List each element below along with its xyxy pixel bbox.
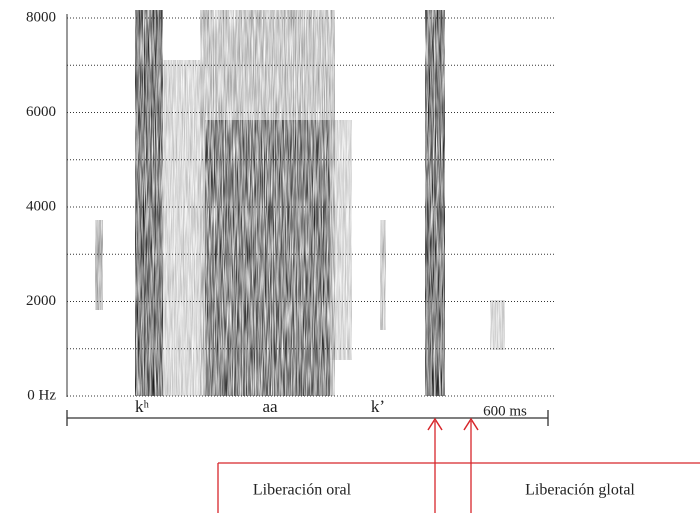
figure: Liberación oral Liberación glotal 0 Hz 200… [0,0,700,513]
segment-label: kʼ [371,397,385,416]
spectrogram-energy [95,10,505,396]
segment-label: kʰ [135,397,150,416]
annotation-lines [218,421,700,513]
y-tick-label: 4000 [26,198,56,214]
annotation-label: Liberación glotal [525,482,635,499]
annotations: Liberación oral Liberación glotal [218,419,700,513]
y-tick-label: 0 Hz [27,387,56,403]
x-end-label: 600 ms [483,403,527,419]
y-tick-label: 2000 [26,293,56,309]
y-tick-label: 6000 [26,104,56,120]
segment-label: aa [262,397,278,416]
annotation-label: Liberación oral [253,482,352,499]
y-tick-label: 8000 [26,9,56,25]
